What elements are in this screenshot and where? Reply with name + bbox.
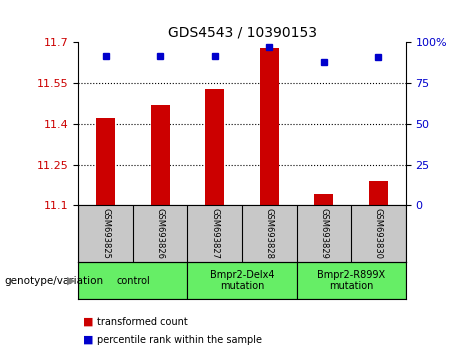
Text: transformed count: transformed count [97, 317, 188, 327]
Bar [78, 262, 188, 299]
Text: GSM693828: GSM693828 [265, 208, 274, 259]
Bar [296, 262, 406, 299]
Text: ▶: ▶ [67, 275, 75, 286]
Text: Bmpr2-R899X
mutation: Bmpr2-R899X mutation [317, 270, 385, 291]
Bar [260, 48, 279, 205]
Text: ■: ■ [83, 317, 94, 327]
Text: GSM693827: GSM693827 [210, 208, 219, 259]
Bar [314, 194, 333, 205]
Title: GDS4543 / 10390153: GDS4543 / 10390153 [167, 26, 317, 40]
Text: GSM693825: GSM693825 [101, 208, 110, 259]
Text: GSM693830: GSM693830 [374, 208, 383, 259]
Text: GSM693829: GSM693829 [319, 208, 328, 259]
Text: GSM693826: GSM693826 [156, 208, 165, 259]
Bar [96, 119, 115, 205]
Text: percentile rank within the sample: percentile rank within the sample [97, 335, 262, 345]
Bar [369, 181, 388, 205]
Bar [188, 262, 296, 299]
Text: Bmpr2-Delx4
mutation: Bmpr2-Delx4 mutation [210, 270, 274, 291]
Text: control: control [116, 275, 150, 286]
Bar [205, 88, 225, 205]
Bar [151, 105, 170, 205]
Text: genotype/variation: genotype/variation [5, 275, 104, 286]
Text: ■: ■ [83, 335, 94, 345]
